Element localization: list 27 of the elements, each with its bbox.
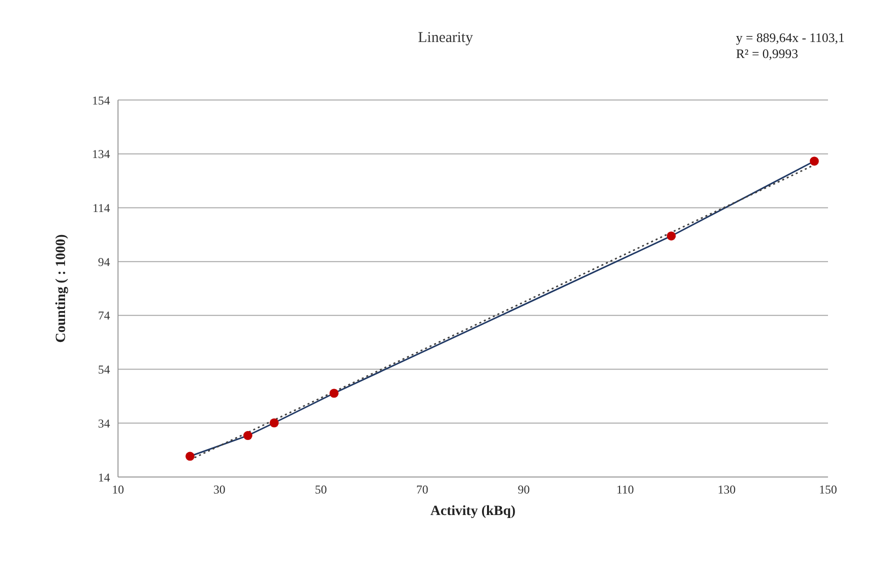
x-tick-label: 90 — [518, 482, 530, 497]
x-tick-label: 70 — [416, 482, 428, 497]
y-tick-label: 114 — [92, 200, 110, 215]
x-tick-label: 130 — [718, 482, 736, 497]
y-tick-label: 14 — [98, 470, 110, 484]
y-tick-label: 134 — [92, 147, 110, 162]
point — [243, 431, 252, 440]
x-tick-label: 110 — [616, 482, 634, 497]
chart-title: Linearity — [418, 30, 473, 46]
point — [270, 418, 279, 428]
y-tick-label: 94 — [98, 254, 110, 269]
y-tick-label: 54 — [98, 362, 110, 377]
x-tick-label: 30 — [213, 482, 226, 497]
y-tick-label: 34 — [98, 416, 110, 430]
x-axis-title: Activity (kBq) — [430, 504, 516, 519]
point — [666, 231, 676, 240]
y-axis-title: Counting ( : 1000) — [54, 234, 69, 343]
x-tick-label: 10 — [112, 482, 124, 497]
y-tick-label: 74 — [98, 308, 110, 323]
text: R² = 0,9993 — [736, 46, 800, 62]
y-tick-label: 154 — [92, 93, 110, 108]
point — [810, 156, 819, 166]
point — [186, 452, 195, 461]
text: y = 889,64x - 1103,1 — [736, 30, 845, 46]
x-tick-label: 150 — [819, 482, 837, 497]
x-tick-label: 50 — [314, 482, 327, 497]
point — [330, 388, 339, 398]
